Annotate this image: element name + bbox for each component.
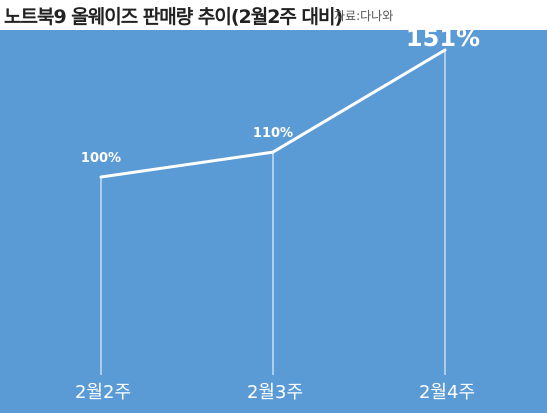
x-tick-label: 2월3주 xyxy=(247,382,303,403)
chart-title: 노트북9 올웨이즈 판매량 추이(2월2주 대비) xyxy=(4,6,343,28)
drop-lines xyxy=(100,50,446,375)
data-label: 110% xyxy=(253,126,293,141)
data-label: 151% xyxy=(406,30,480,52)
x-tick-label: 2월2주 xyxy=(75,382,131,403)
x-tick-label: 2월4주 xyxy=(419,382,475,403)
chart-header: 노트북9 올웨이즈 판매량 추이(2월2주 대비) 자료:다나와 xyxy=(0,0,547,30)
data-label: 100% xyxy=(81,151,121,166)
source-note: 자료:다나와 xyxy=(334,9,394,23)
series-line xyxy=(99,48,447,179)
line-chart: 100% 110% 151% 2월2주 2월3주 2월4주 xyxy=(0,30,547,413)
x-tick-labels: 2월2주 2월3주 2월4주 xyxy=(75,382,475,403)
chart-area: 100% 110% 151% 2월2주 2월3주 2월4주 xyxy=(0,30,547,413)
data-labels: 100% 110% 151% xyxy=(81,30,480,166)
